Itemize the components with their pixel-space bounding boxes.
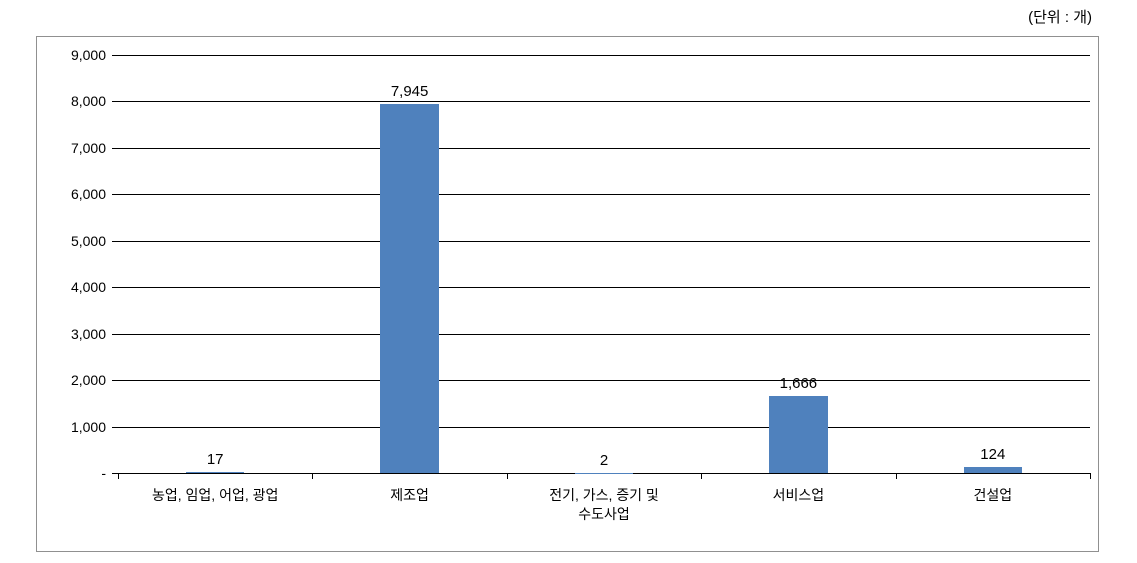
y-tick-mark bbox=[112, 427, 118, 428]
y-tick-label: 1,000 bbox=[0, 420, 106, 434]
bar-value-label: 1,666 bbox=[780, 375, 818, 392]
gridline bbox=[118, 473, 1090, 474]
unit-label: (단위 : 개) bbox=[1028, 6, 1092, 27]
gridline bbox=[118, 55, 1090, 56]
y-tick-mark bbox=[112, 148, 118, 149]
y-tick-mark bbox=[112, 101, 118, 102]
x-tick-mark bbox=[312, 473, 313, 479]
gridline bbox=[118, 334, 1090, 335]
y-tick-mark bbox=[112, 334, 118, 335]
gridline bbox=[118, 380, 1090, 381]
x-tick-mark bbox=[1090, 473, 1091, 479]
x-tick-label: 서비스업 bbox=[773, 486, 825, 505]
y-tick-label: 9,000 bbox=[0, 48, 106, 62]
gridline bbox=[118, 241, 1090, 242]
plot-area bbox=[118, 55, 1090, 473]
bar bbox=[380, 104, 438, 473]
y-tick-label: 2,000 bbox=[0, 373, 106, 387]
x-tick-mark bbox=[118, 473, 119, 479]
x-tick-label: 건설업 bbox=[973, 486, 1012, 505]
y-tick-label: 5,000 bbox=[0, 234, 106, 248]
y-tick-mark bbox=[112, 55, 118, 56]
y-tick-label: 7,000 bbox=[0, 141, 106, 155]
bar bbox=[769, 396, 827, 473]
y-tick-mark bbox=[112, 241, 118, 242]
y-tick-label: - bbox=[0, 466, 106, 480]
y-tick-label: 4,000 bbox=[0, 280, 106, 294]
bar-value-label: 2 bbox=[600, 452, 608, 469]
bar bbox=[964, 467, 1022, 473]
bar-value-label: 7,945 bbox=[391, 83, 429, 100]
gridline bbox=[118, 148, 1090, 149]
x-tick-label: 농업, 임업, 어업, 광업 bbox=[152, 486, 278, 505]
gridline bbox=[118, 427, 1090, 428]
gridline bbox=[118, 194, 1090, 195]
gridline bbox=[118, 101, 1090, 102]
y-tick-mark bbox=[112, 194, 118, 195]
x-tick-mark bbox=[507, 473, 508, 479]
chart-container: (단위 : 개) - 1,000 2,000 3,000 4,000 5,000 6,000… bbox=[0, 0, 1137, 563]
y-tick-label: 3,000 bbox=[0, 327, 106, 341]
x-tick-mark bbox=[701, 473, 702, 479]
x-tick-label: 제조업 bbox=[390, 486, 429, 505]
bar bbox=[186, 472, 244, 473]
gridline bbox=[118, 287, 1090, 288]
y-tick-mark bbox=[112, 287, 118, 288]
y-tick-label: 8,000 bbox=[0, 94, 106, 108]
bar-value-label: 124 bbox=[980, 446, 1005, 463]
y-tick-label: 6,000 bbox=[0, 187, 106, 201]
x-tick-mark bbox=[896, 473, 897, 479]
y-tick-mark bbox=[112, 380, 118, 381]
bar-value-label: 17 bbox=[207, 451, 224, 468]
x-tick-label: 전기, 가스, 증기 및수도사업 bbox=[549, 486, 659, 524]
